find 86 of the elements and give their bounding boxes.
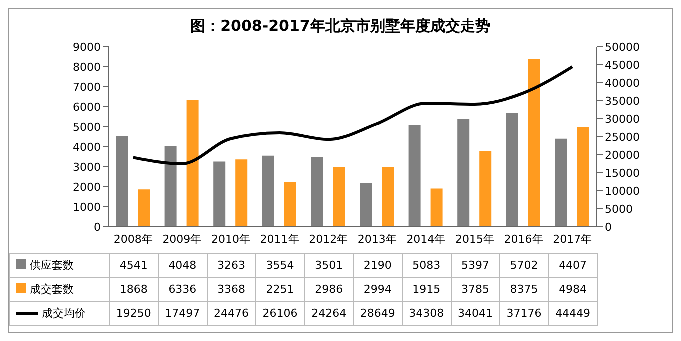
data-label: 26106 [256, 302, 305, 326]
data-label: 6336 [158, 278, 208, 302]
legend-label: 成交套数 [10, 278, 110, 302]
bar [360, 183, 372, 227]
y2-tick-label: 15000 [605, 166, 640, 180]
legend-label: 供应套数 [10, 254, 110, 278]
x-tick-label: 2016年 [504, 232, 544, 246]
bar [577, 127, 590, 227]
data-label: 1868 [110, 278, 158, 302]
data-label: 34041 [451, 302, 500, 326]
y-tick-label: 0 [94, 220, 101, 234]
data-label: 3785 [451, 278, 500, 302]
x-tick-label: 2010年 [212, 232, 250, 246]
y2-tick-label: 10000 [605, 184, 640, 198]
bar [408, 125, 421, 227]
y2-tick-label: 0 [605, 220, 612, 234]
y-tick-label: 5000 [73, 120, 101, 134]
bar [284, 182, 296, 227]
data-label: 34308 [402, 302, 452, 326]
data-label: 1915 [402, 278, 452, 302]
data-label: 3263 [207, 254, 256, 278]
chart-title: 图：2008-2017年北京市别墅年度成交走势 [190, 17, 492, 37]
data-label: 19250 [110, 302, 158, 326]
bar [528, 60, 540, 227]
x-tick-label: 2017年 [553, 232, 592, 246]
data-label: 44449 [548, 302, 598, 326]
y-tick-label: 7000 [73, 80, 101, 94]
y-tick-label: 8000 [73, 60, 101, 74]
y-tick-label: 6000 [73, 100, 101, 114]
data-label: 5083 [402, 254, 452, 278]
data-label: 4541 [110, 254, 158, 278]
data-label: 2986 [304, 278, 354, 302]
data-label: 4407 [548, 254, 598, 278]
bar [458, 119, 470, 227]
y-tick-label: 3000 [73, 160, 101, 174]
data-label: 4984 [548, 278, 598, 302]
y2-tick-label: 5000 [605, 202, 633, 216]
x-tick-label: 2009年 [162, 232, 202, 246]
bar [262, 156, 274, 227]
y2-tick-label: 50000 [605, 40, 640, 54]
bar [116, 136, 128, 227]
legend-label: 成交均价 [10, 302, 110, 326]
data-label: 8375 [500, 278, 549, 302]
bar [186, 100, 199, 227]
x-tick-label: 2013年 [358, 232, 397, 246]
y2-tick-label: 40000 [605, 76, 640, 90]
data-label: 3554 [256, 254, 305, 278]
data-label: 5397 [451, 254, 500, 278]
y2-tick-label: 20000 [605, 148, 640, 162]
data-label: 37176 [500, 302, 549, 326]
y2-tick-label: 30000 [605, 112, 640, 126]
data-label: 24476 [207, 302, 256, 326]
data-label: 4048 [158, 254, 208, 278]
bar [311, 156, 324, 227]
data-label: 5702 [500, 254, 549, 278]
data-label: 2251 [256, 278, 305, 302]
bar [382, 167, 394, 227]
bar [555, 138, 568, 227]
x-tick-label: 2012年 [309, 232, 348, 246]
bar [506, 112, 518, 227]
data-label: 17497 [158, 302, 208, 326]
data-label: 28649 [353, 302, 402, 326]
data-label: 24264 [304, 302, 354, 326]
y-tick-label: 4000 [73, 140, 101, 154]
x-tick-label: 2011年 [260, 232, 300, 246]
data-label: 3368 [207, 278, 256, 302]
bar [430, 188, 443, 227]
x-tick-label: 2014年 [406, 232, 446, 246]
y2-tick-label: 35000 [605, 94, 640, 108]
y-tick-label: 1000 [73, 200, 101, 214]
bar [236, 160, 248, 227]
y2-tick-label: 25000 [605, 130, 640, 144]
line-series [132, 65, 574, 166]
x-tick-label: 2015年 [456, 232, 494, 246]
bar [164, 146, 177, 227]
data-label: 2190 [353, 254, 402, 278]
y-tick-label: 9000 [73, 40, 101, 54]
x-tick-label: 2008年 [114, 232, 153, 246]
data-label: 2994 [353, 278, 402, 302]
bar [138, 190, 150, 227]
bar [480, 151, 492, 227]
bar [214, 162, 226, 227]
data-label: 3501 [304, 254, 354, 278]
bar [333, 167, 346, 227]
y2-tick-label: 45000 [605, 58, 640, 72]
y-tick-label: 2000 [73, 180, 101, 194]
